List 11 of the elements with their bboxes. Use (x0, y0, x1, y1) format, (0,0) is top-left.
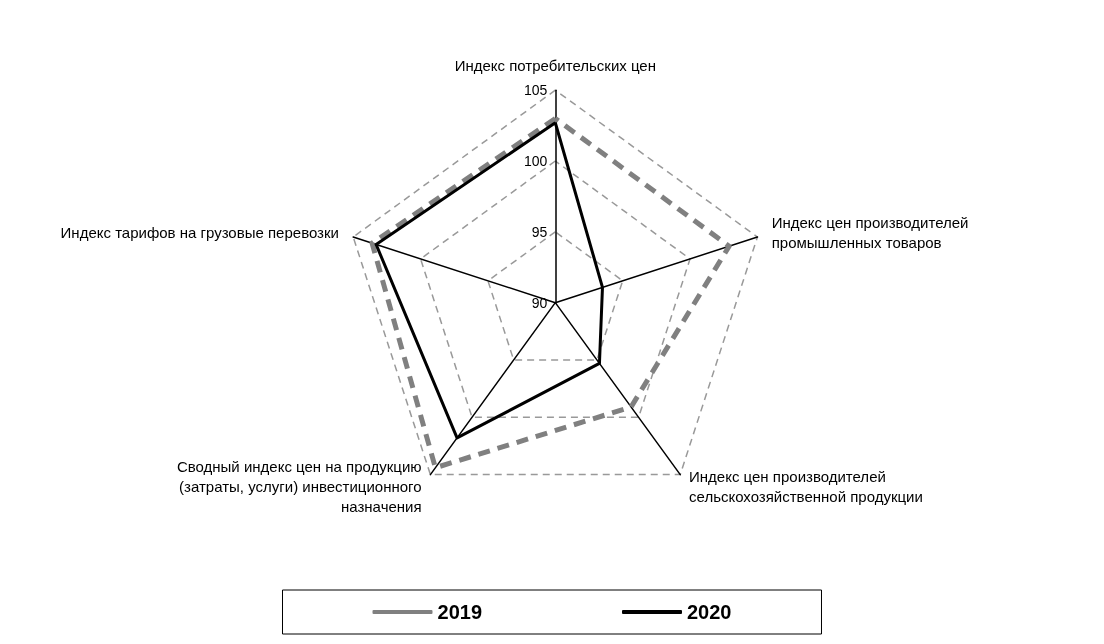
spoke-label: Индекс цен производителей сельскохозяйственной продукции (689, 468, 923, 506)
spoke-label: Сводный индекс цен на продукцию (затраты, услуги) инвестиционного назначения (176, 458, 422, 516)
y-tick-label: 95 (531, 223, 548, 240)
y-tick-label: 100 (523, 153, 548, 169)
spoke-label: Индекс цен производителей промышленных товаров (771, 213, 969, 251)
spoke-label: Индекс потребительских цен (454, 56, 656, 74)
spoke-label: Индекс тарифов на грузовые перевозки (60, 223, 339, 241)
legend-label: 2020 (687, 601, 732, 623)
y-tick-label: 90 (531, 294, 548, 311)
legend-label: 2019 (437, 601, 483, 623)
y-tick-label: 105 (523, 82, 548, 99)
